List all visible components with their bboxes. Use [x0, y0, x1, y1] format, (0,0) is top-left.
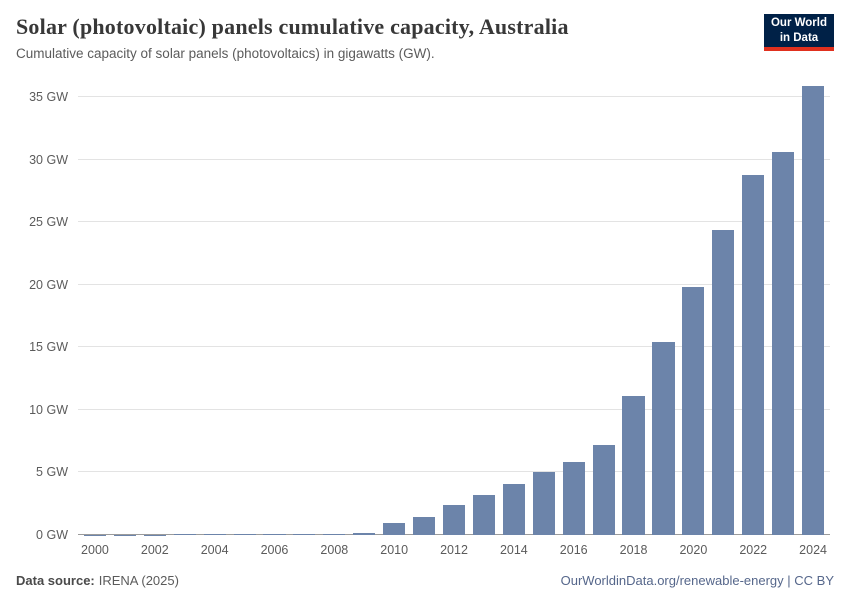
bar-group: 2012	[439, 77, 469, 557]
plot-area: 2000 2002 2004 2006 2008 2010 2012 2014 2016 2018…	[78, 77, 830, 557]
gridline	[78, 221, 830, 223]
y-tick-label: 30 GW	[29, 152, 68, 167]
data-source-label: Data source:	[16, 573, 95, 588]
bar	[173, 534, 196, 535]
x-tick-label: 2006	[260, 543, 289, 557]
y-tick-label: 0 GW	[36, 528, 68, 542]
bar-group: 2000	[80, 77, 110, 557]
x-tick-label: 2014	[499, 543, 528, 557]
bar	[323, 533, 346, 535]
x-tick-label: 2008	[320, 543, 349, 557]
y-tick-label: 15 GW	[29, 340, 68, 355]
bar	[592, 444, 615, 535]
bar-group: 2010	[379, 77, 409, 557]
bar	[742, 174, 765, 535]
bar-group	[230, 77, 260, 535]
bar	[143, 534, 166, 535]
data-source-value: IRENA (2025)	[98, 573, 179, 588]
x-tick-label: 2002	[140, 543, 169, 557]
bar-group: 2022	[738, 77, 768, 557]
bar-group: 2004	[200, 77, 230, 557]
bar-group: 2008	[319, 77, 349, 557]
bar	[442, 504, 466, 535]
page-subtitle: Cumulative capacity of solar panels (pho…	[16, 46, 435, 61]
bar	[622, 396, 645, 535]
owid-logo: Our World in Data	[764, 14, 834, 51]
logo-line2: in Data	[779, 31, 819, 44]
gridline	[78, 158, 830, 160]
title-block: Solar (photovoltaic) panels cumulative c…	[16, 14, 750, 61]
bar-group	[708, 77, 738, 535]
bar-group	[589, 77, 619, 535]
gridline	[78, 96, 830, 98]
x-tick-label: 2022	[739, 543, 768, 557]
y-tick-label: 35 GW	[29, 90, 68, 105]
y-tick-label: 10 GW	[29, 402, 68, 417]
bar	[113, 534, 136, 535]
bar-group	[768, 77, 798, 535]
bar	[532, 472, 555, 535]
bar-group	[170, 77, 200, 535]
bar-group: 2020	[678, 77, 708, 557]
gridline	[78, 408, 830, 410]
gridline	[78, 471, 830, 473]
bar-group: 2014	[499, 77, 529, 557]
chart-footer: Data source: IRENA (2025) OurWorldinData.…	[16, 573, 834, 588]
bars-container: 2000 2002 2004 2006 2008 2010 2012 2014 2016 2018…	[78, 77, 830, 557]
gridline	[78, 346, 830, 348]
page-title: Solar (photovoltaic) panels cumulative c…	[16, 14, 569, 39]
x-tick-label: 2012	[440, 543, 468, 557]
bar-group	[289, 77, 319, 535]
bar-group	[349, 77, 379, 535]
y-axis-labels: 0 GW 5 GW 10 GW 15 GW 20 GW 25 GW 30 GW 35 GW	[16, 77, 68, 542]
bar	[562, 462, 585, 535]
x-tick-label: 2018	[619, 543, 648, 557]
y-tick-label: 5 GW	[36, 465, 68, 480]
bar-group: 2018	[619, 77, 649, 557]
bar-group: 2024	[798, 77, 828, 557]
bar-group	[409, 77, 439, 535]
bar-chart: 0 GW 5 GW 10 GW 15 GW 20 GW 25 GW 30 GW 35 GW 2…	[16, 77, 834, 561]
bar	[502, 483, 525, 535]
x-tick-label: 2000	[81, 543, 109, 557]
x-tick-label: 2016	[559, 543, 588, 557]
bar-group: 2006	[260, 77, 290, 557]
bar-group	[649, 77, 679, 535]
y-tick-label: 25 GW	[29, 215, 68, 230]
y-tick-label: 20 GW	[29, 277, 68, 292]
bar	[472, 494, 496, 535]
bar	[802, 85, 825, 535]
chart-header: Solar (photovoltaic) panels cumulative c…	[16, 14, 834, 61]
x-tick-label: 2010	[380, 543, 409, 557]
logo-line1: Our World	[770, 17, 827, 30]
footer-credit: OurWorldinData.org/renewable-energy | CC…	[560, 573, 834, 588]
bar	[233, 534, 256, 535]
x-tick-label: 2004	[200, 543, 229, 557]
bar	[203, 534, 226, 535]
bar-group: 2002	[140, 77, 170, 557]
bar-group: 2016	[559, 77, 589, 557]
data-source: Data source: IRENA (2025)	[16, 573, 179, 588]
bar-group	[529, 77, 559, 535]
bar	[712, 229, 735, 535]
bar	[682, 287, 705, 535]
bar	[413, 517, 436, 535]
gridline	[78, 283, 830, 285]
x-tick-label: 2024	[799, 543, 827, 557]
bar	[353, 532, 376, 535]
bar	[293, 534, 316, 535]
bar-group	[110, 77, 140, 535]
x-tick-label: 2020	[679, 543, 708, 557]
bar	[652, 342, 675, 535]
bar	[772, 152, 795, 535]
bar	[383, 522, 406, 535]
bar-group	[469, 77, 499, 535]
bar	[263, 534, 286, 535]
